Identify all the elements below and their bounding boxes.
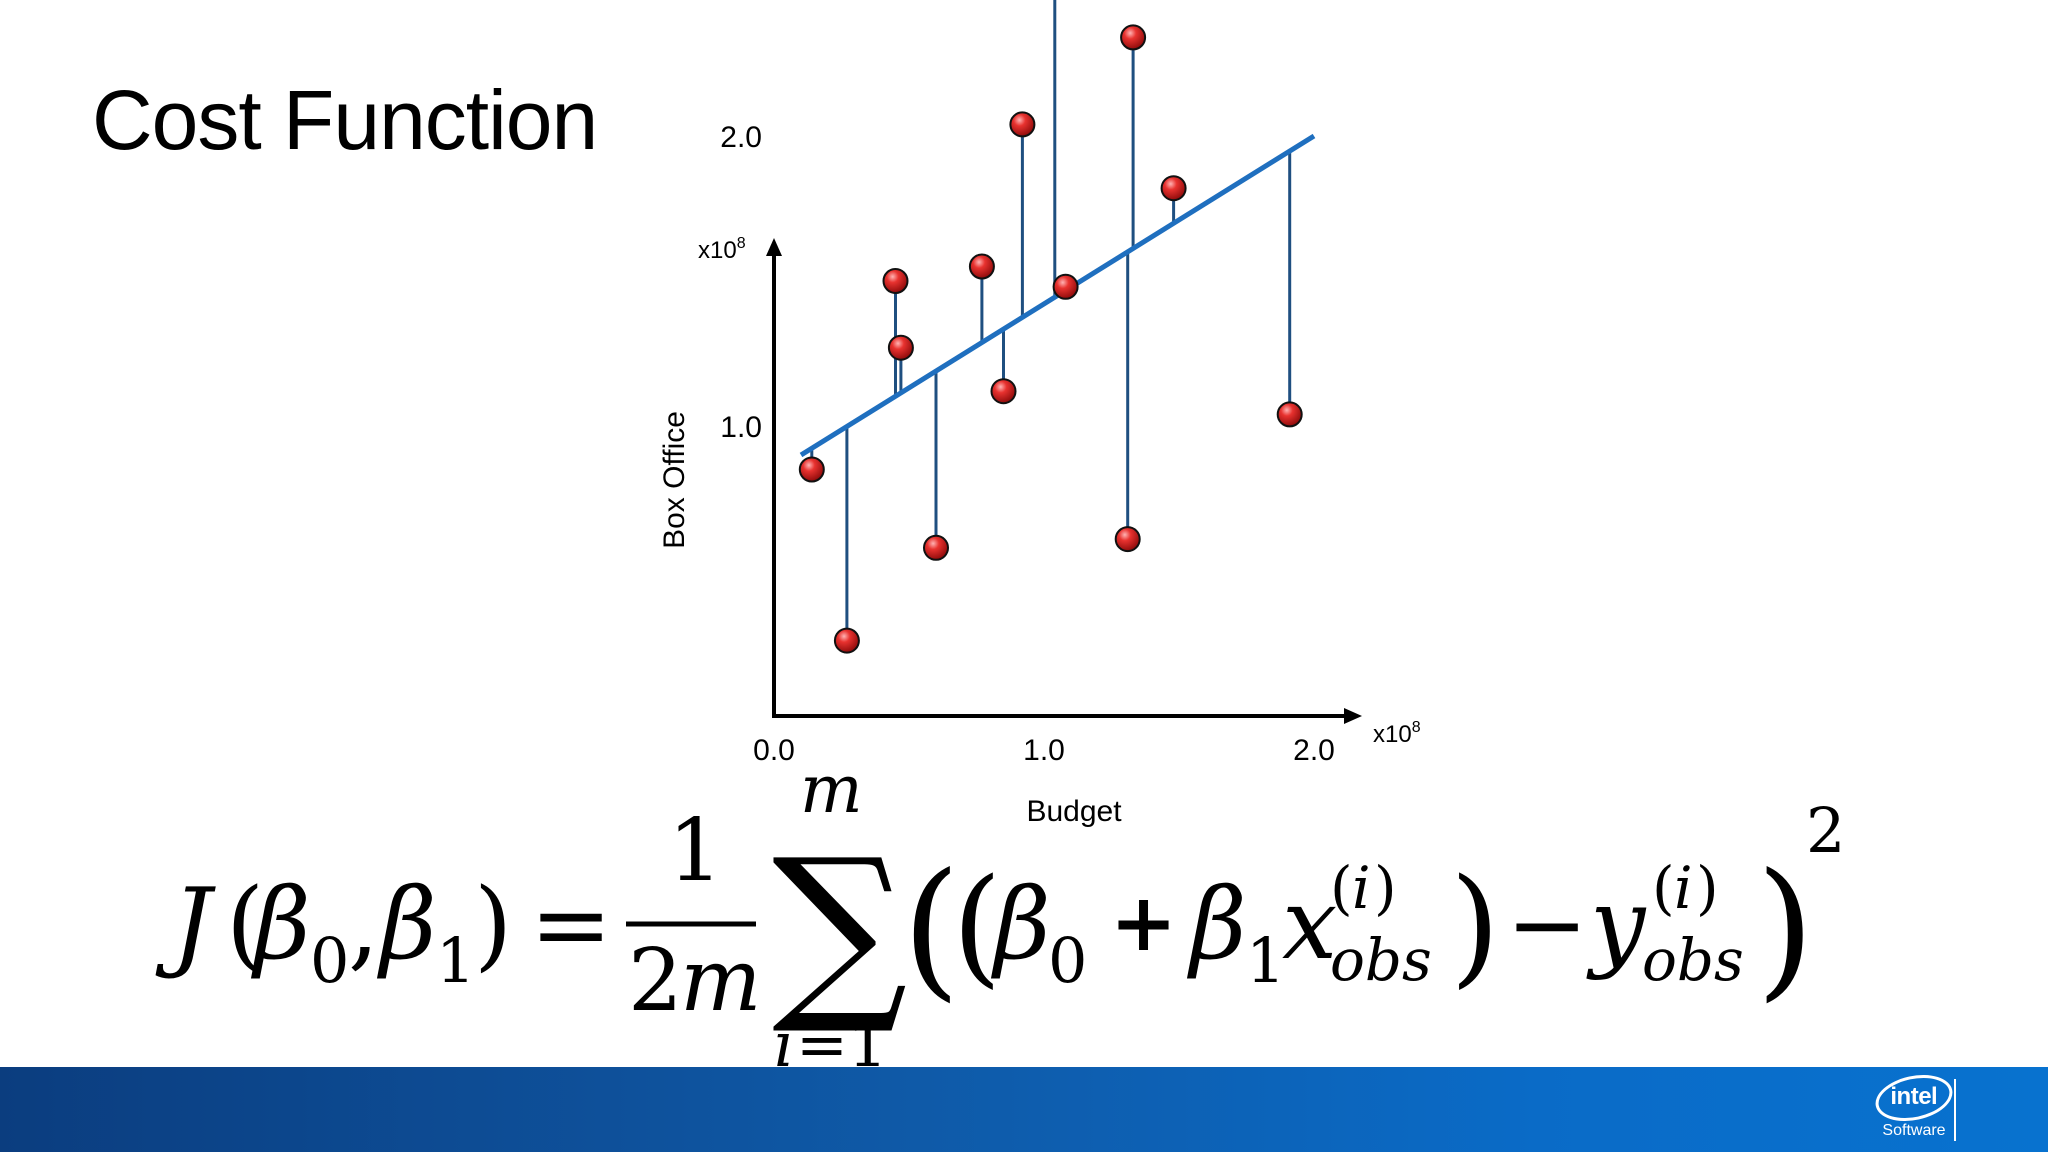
- data-point: [798, 456, 825, 483]
- data-point: [1009, 111, 1036, 138]
- data-point: [990, 378, 1017, 405]
- x-scale-label: x108: [1373, 719, 1421, 748]
- logo-divider: [1954, 1079, 1956, 1141]
- intel-software-logo: intel Software: [1864, 1068, 1964, 1140]
- data-point: [887, 334, 914, 361]
- x-tick-label: 1.0: [1023, 734, 1065, 767]
- y-tick-label: 2.0: [720, 121, 762, 154]
- data-point: [833, 627, 860, 654]
- intel-logo-ellipse: intel: [1871, 1068, 1957, 1128]
- intel-wordmark: intel: [1890, 1083, 1938, 1111]
- slide-title: Cost Function: [92, 73, 598, 167]
- data-point: [1052, 273, 1079, 300]
- y-tick-label: 1.0: [720, 411, 762, 444]
- x-tick-label: 0.0: [753, 734, 795, 767]
- footer-bar: [0, 1067, 2048, 1152]
- y-axis-title: Box Office: [658, 411, 691, 549]
- x-tick-label: 2.0: [1293, 734, 1335, 767]
- y-scale-label: x108: [698, 235, 746, 264]
- data-point: [1120, 24, 1147, 51]
- data-point: [923, 534, 949, 561]
- x-axis-arrow: [1344, 708, 1362, 724]
- x-axis-title: Budget: [1026, 795, 1122, 828]
- intel-software-label: Software: [1882, 1122, 1946, 1139]
- data-point: [968, 253, 995, 280]
- data-point: [1114, 526, 1141, 553]
- data-point: [882, 268, 909, 294]
- y-axis-arrow: [766, 238, 782, 256]
- data-point: [1276, 401, 1303, 428]
- data-point: [1160, 175, 1187, 202]
